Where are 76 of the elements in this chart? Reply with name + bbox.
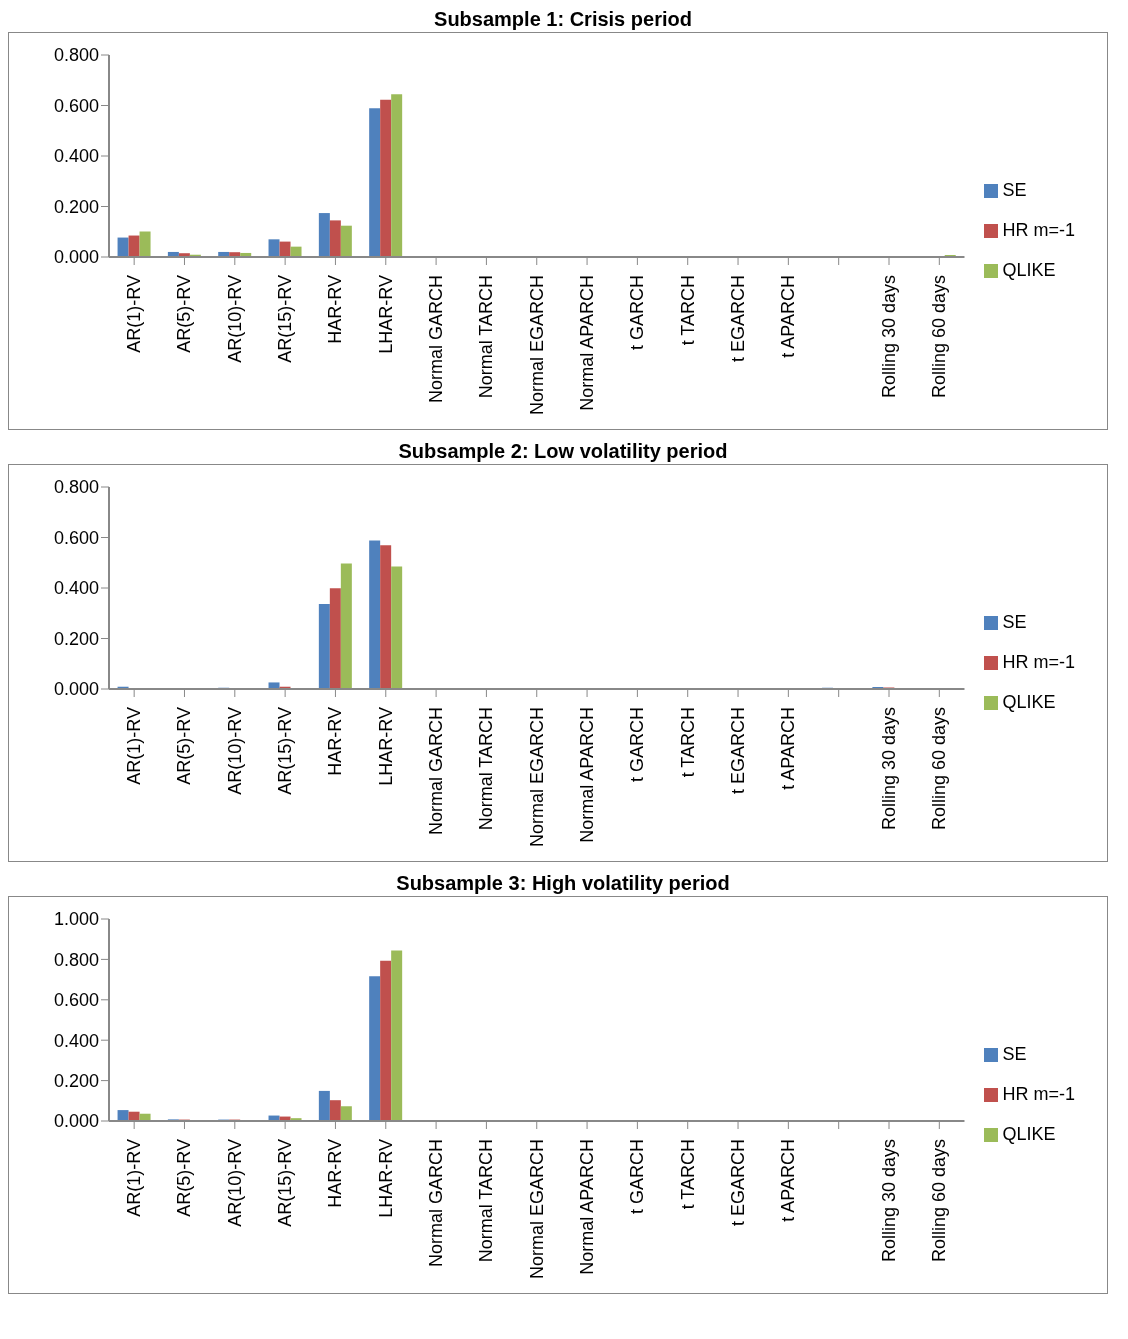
x-tick-label: t APARCH [778,1139,799,1222]
x-tick-label: Rolling 30 days [879,1139,899,1263]
x-tick-label: AR(5)-RV [174,275,195,353]
y-tick-label: 0.200 [53,1070,99,1091]
y-tick-label: 0.400 [53,1030,99,1051]
chart-title: Subsample 3: High volatility period [395,872,731,896]
y-tick-label: 0.600 [53,95,99,116]
x-tick-label: HAR-RV [325,1139,346,1208]
chart-title: Subsample 1: Crisis period [433,8,693,32]
x-tick-label: Normal EGARCH [526,707,547,848]
legend-label: QLIKE [1002,1124,1056,1144]
x-tick-label: t TARCH [677,707,698,778]
x-tick-label: LHAR-RV [375,1139,396,1218]
x-tick-label: Rolling 30 days [879,275,899,399]
legend-label: QLIKE [1002,692,1056,712]
y-tick-label: 0.400 [53,146,99,167]
x-tick-label: AR(10)-RV [224,707,245,795]
y-tick-label: 0.600 [53,990,99,1011]
x-tick-label: AR(1)-RV [124,275,145,353]
y-tick-label: 0.200 [53,196,99,217]
x-tick-label: Rolling 30 days [879,707,899,831]
x-tick-label: t EGARCH [728,275,749,363]
x-tick-label: t EGARCH [728,1139,749,1227]
x-tick-label: t APARCH [778,275,799,358]
x-tick-label: Rolling 60 days [929,707,950,831]
y-tick-label: 0.800 [53,477,99,498]
x-tick-label: t TARCH [677,1139,698,1210]
x-tick-label: LHAR-RV [375,707,396,786]
x-tick-label: Normal GARCH [426,707,447,836]
legend-label: QLIKE [1002,260,1056,280]
legend-label: SE [1002,180,1027,200]
x-tick-label: AR(10)-RV [224,1139,245,1227]
x-tick-label: Normal APARCH [577,1139,598,1275]
x-tick-label: Normal APARCH [577,275,598,411]
x-tick-label: t GARCH [627,1139,648,1215]
x-tick-label: AR(5)-RV [174,1139,195,1217]
y-tick-label: 0.000 [53,247,99,268]
x-tick-label: Normal TARCH [476,1139,497,1263]
x-tick-label: AR(1)-RV [124,707,145,785]
chart-title: Subsample 2: Low volatility period [397,440,729,464]
x-tick-label: HAR-RV [325,707,346,776]
x-tick-label: Normal TARCH [476,275,497,399]
y-tick-label: 0.800 [53,45,99,66]
x-tick-label: Normal GARCH [426,275,447,404]
y-tick-label: 0.400 [53,578,99,599]
y-tick-label: 0.600 [53,527,99,548]
x-tick-label: AR(5)-RV [174,707,195,785]
y-tick-label: 0.200 [53,628,99,649]
x-tick-label: Normal EGARCH [526,1139,547,1280]
x-tick-label: t APARCH [778,707,799,790]
x-tick-label: t TARCH [677,275,698,346]
y-tick-label: 0.000 [53,679,99,700]
x-tick-label: Normal APARCH [577,707,598,843]
legend-label: SE [1002,1044,1027,1064]
x-tick-label: AR(1)-RV [124,1139,145,1217]
x-tick-label: t EGARCH [728,707,749,795]
x-tick-label: LHAR-RV [375,275,396,354]
x-tick-label: AR(15)-RV [275,275,296,363]
legend-label: HR m=-1 [1002,1084,1075,1104]
x-tick-label: AR(15)-RV [275,707,296,795]
legend-label: HR m=-1 [1002,220,1075,240]
y-tick-label: 0.800 [53,949,99,970]
x-tick-label: t GARCH [627,275,648,351]
legend-label: SE [1002,612,1027,632]
x-tick-label: AR(15)-RV [275,1139,296,1227]
x-tick-label: Normal GARCH [426,1139,447,1268]
x-tick-label: HAR-RV [325,275,346,344]
y-tick-label: 0.000 [53,1111,99,1132]
x-tick-label: t GARCH [627,707,648,783]
y-tick-label: 1.000 [53,909,99,930]
x-tick-label: Normal TARCH [476,707,497,831]
x-tick-label: Rolling 60 days [929,1139,950,1263]
x-tick-label: AR(10)-RV [224,275,245,363]
x-tick-label: Rolling 60 days [929,275,950,399]
legend-label: HR m=-1 [1002,652,1075,672]
x-tick-label: Normal EGARCH [526,275,547,416]
